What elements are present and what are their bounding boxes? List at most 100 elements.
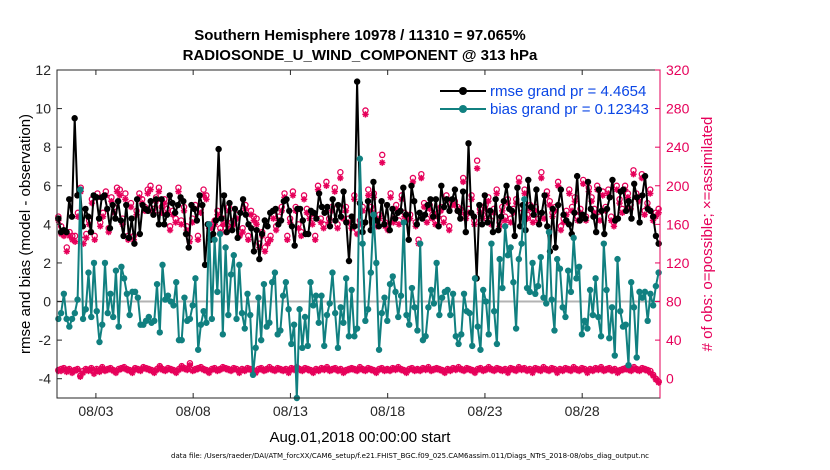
rmse-point (147, 198, 154, 205)
bias-point (315, 319, 322, 326)
rmse-point (288, 223, 296, 230)
rmse-point (427, 196, 434, 203)
obs-assimilated-marker (423, 219, 431, 226)
obs-assimilated-marker (108, 198, 115, 205)
rmse-point (343, 219, 350, 226)
bias-point (321, 342, 328, 350)
bias-point (466, 309, 473, 317)
bias-point (540, 294, 547, 301)
rmse-point (622, 207, 630, 215)
bias-point (126, 311, 133, 319)
rmse-point (527, 203, 535, 211)
rmse-point (440, 203, 448, 211)
rmse-point (112, 215, 119, 222)
rmse-point (182, 230, 190, 238)
obs-assimilated-marker (144, 190, 151, 197)
bias-point (649, 302, 657, 309)
rmse-point (95, 215, 103, 222)
bias-point (181, 294, 188, 301)
y-tick-label: 6 (43, 178, 51, 194)
bias-point (592, 275, 599, 282)
obs-assimilated-marker (300, 196, 308, 203)
bias-point (225, 311, 232, 319)
bias-point (586, 286, 594, 294)
obs-assimilated-marker (250, 217, 258, 224)
bias-point (120, 275, 128, 282)
rmse-point (68, 213, 76, 220)
rmse-point (264, 223, 271, 230)
rmse-point (125, 234, 133, 242)
rmse-point (104, 205, 111, 213)
bias-point (534, 282, 542, 290)
rmse-point (601, 230, 608, 238)
obs-assimilated-marker (166, 226, 174, 234)
bias-point (600, 240, 608, 247)
bias-point (400, 219, 407, 226)
x-axis-ticks: 08/03 08/08 08/13 08/18 08/23 08/28 (78, 70, 600, 419)
rmse-point (489, 228, 497, 236)
bias-point (480, 286, 487, 294)
obs-assimilated-marker (74, 366, 81, 374)
obs-assimilated-marker (63, 248, 70, 255)
bias-point (647, 290, 654, 298)
bias-point (90, 259, 98, 267)
rmse-point (220, 192, 228, 199)
bias-point (197, 321, 205, 328)
bias-point (427, 286, 435, 294)
rmse-point (223, 228, 230, 236)
obs-assimilated-marker (630, 170, 637, 178)
rmse-point (481, 192, 489, 199)
bias-point (449, 290, 457, 298)
rmse-point (620, 186, 627, 193)
obs-assimilated-marker (312, 236, 319, 243)
bias-point (518, 240, 525, 247)
rmse-point (378, 198, 385, 205)
rmse-point (587, 205, 594, 213)
bias-point (425, 304, 432, 311)
obs-possible-marker (473, 157, 481, 164)
x-tick-label: 08/28 (565, 403, 600, 419)
obs-assimilated-marker (175, 188, 182, 195)
bias-point (351, 333, 358, 340)
obs-assimilated-marker (387, 194, 394, 201)
bias-point (606, 334, 613, 342)
y2-axis-label: # of obs: o=possible; ×=assimilated (699, 117, 716, 352)
rmse-point (449, 196, 456, 203)
y-axis-label: rmse and bias (model - observation) (17, 114, 34, 354)
bias-point (279, 292, 287, 299)
rmse-point (552, 244, 559, 251)
bias-point (614, 255, 621, 263)
y2-tick-label: 280 (666, 101, 690, 117)
rmse-point (565, 221, 573, 228)
legend-rmse-label: rmse grand pr = 4.4654 (490, 83, 646, 100)
rmse-point (459, 188, 467, 195)
obs-assimilated-marker (122, 196, 129, 203)
rmse-point (128, 215, 135, 222)
rmse-point (484, 219, 491, 226)
rmse-point (650, 213, 657, 220)
bias-point (589, 311, 597, 319)
rmse-point (315, 190, 323, 197)
bias-point (375, 346, 383, 353)
rmse-point (71, 115, 78, 122)
bias-point (504, 252, 512, 259)
bias-point (367, 269, 375, 276)
obs-assimilated-marker (365, 192, 372, 199)
bias-point (88, 313, 95, 321)
legend-bias-marker (459, 105, 467, 113)
bias-point (408, 284, 416, 292)
bias-point (131, 288, 139, 296)
bias-point (101, 259, 109, 267)
rmse-point (573, 172, 581, 180)
rmse-point (557, 186, 565, 193)
rmse-point (614, 215, 622, 222)
obs-assimilated-marker (264, 240, 271, 247)
bias-point (469, 342, 476, 350)
bias-point (521, 196, 528, 203)
bias-point (545, 228, 553, 236)
rmse-point (478, 221, 486, 228)
y-tick-label: 0 (43, 294, 51, 310)
rmse-point (329, 196, 336, 203)
obs-assimilated-marker (655, 379, 662, 386)
rmse-point (500, 198, 508, 205)
